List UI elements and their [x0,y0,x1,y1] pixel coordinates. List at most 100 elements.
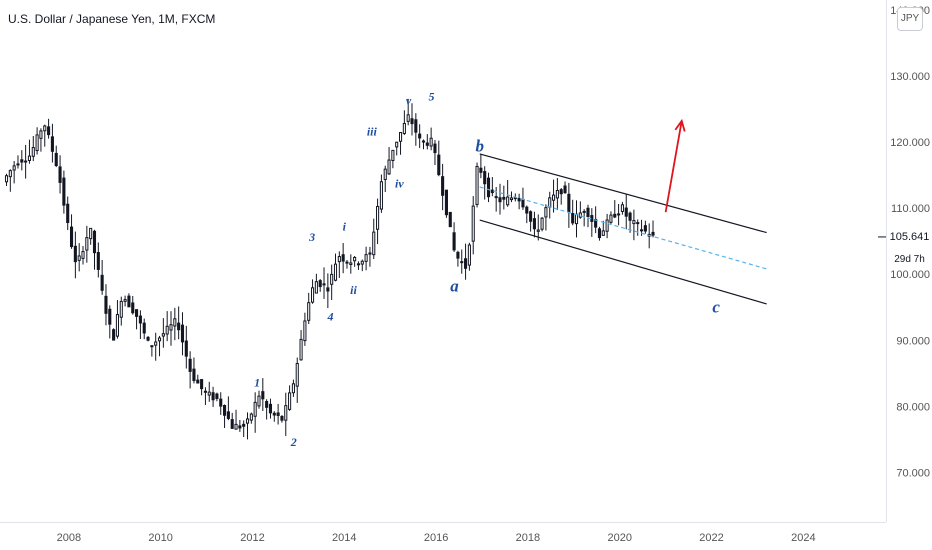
candle [39,130,43,139]
candle [360,260,364,265]
candle [307,302,311,321]
x-tick-label: 2024 [791,532,815,544]
candle [609,214,613,223]
wave-label: c [712,298,720,317]
candle [532,218,536,230]
candle [383,168,387,180]
candle [135,309,139,317]
y-tick-label: 130.000 [890,71,930,83]
wave-label: 2 [290,435,297,449]
candle [280,416,284,421]
candle [92,230,97,254]
candle [643,225,647,232]
candle [20,159,24,163]
candle [188,358,192,372]
candle [502,196,506,200]
candle [563,185,567,194]
candle [169,324,173,331]
candle [154,341,158,346]
candle [479,167,483,173]
candle [582,210,586,213]
candle [66,203,70,224]
x-tick-label: 2014 [332,532,356,544]
candle [54,152,58,167]
candle [253,401,257,417]
x-tick-label: 2012 [240,532,264,544]
candle [27,155,32,161]
candle [597,228,602,239]
candle [475,165,479,205]
candle [104,295,108,314]
candle [341,254,345,262]
candle [303,320,307,342]
candle [257,395,261,407]
candle [620,204,624,212]
candle [272,412,276,416]
breakout-arrow-line [664,120,683,213]
candle [318,280,322,288]
candle [594,218,598,228]
candle [636,222,640,225]
candle [4,175,9,183]
candle [617,213,621,216]
candle [131,302,135,314]
candle [330,273,334,285]
bar-countdown-label: 29d 7h [894,254,925,265]
candle [295,362,299,387]
channel-lower-line [479,219,767,305]
candle [364,254,368,262]
candle [226,411,230,419]
candle [418,133,422,139]
candle [96,252,100,270]
candle [613,213,617,218]
candle [624,207,628,217]
candle [265,401,269,408]
candle [552,194,556,201]
y-tick-label: 120.000 [890,137,930,149]
candle [196,379,200,384]
candle [73,245,77,263]
candle [123,299,127,302]
candle [150,345,154,348]
candle [207,391,211,396]
wave-label: 1 [254,376,260,390]
candle [219,398,223,407]
candle [81,251,85,259]
candle [249,413,253,421]
candle [146,336,150,341]
candle [567,193,571,213]
wave-label: 3 [308,230,315,244]
candle [414,119,418,133]
candle [471,205,475,242]
candle [376,205,380,230]
candle [115,314,119,337]
candle [112,329,116,341]
candle [31,147,35,157]
candle [559,189,563,195]
x-tick-label: 2016 [424,532,448,544]
candle [368,252,372,255]
candle [173,318,177,327]
candle [425,142,429,146]
candle [47,126,51,136]
candle [238,425,242,429]
candle [483,171,487,185]
current-price-label: 105.641 [887,230,932,244]
x-axis-divider [0,522,886,523]
candle [402,122,406,135]
candle [108,308,112,325]
candle [43,125,47,132]
candle [372,231,376,256]
candle [437,154,441,176]
y-tick-label: 90.000 [896,335,930,347]
candle [509,197,514,201]
candle [448,211,452,228]
wave-label: i [343,220,347,234]
candle [498,197,502,203]
currency-badge[interactable]: JPY [897,7,923,31]
candle [456,251,460,259]
x-tick-label: 2020 [607,532,631,544]
candle [119,300,123,318]
candle [85,237,89,251]
